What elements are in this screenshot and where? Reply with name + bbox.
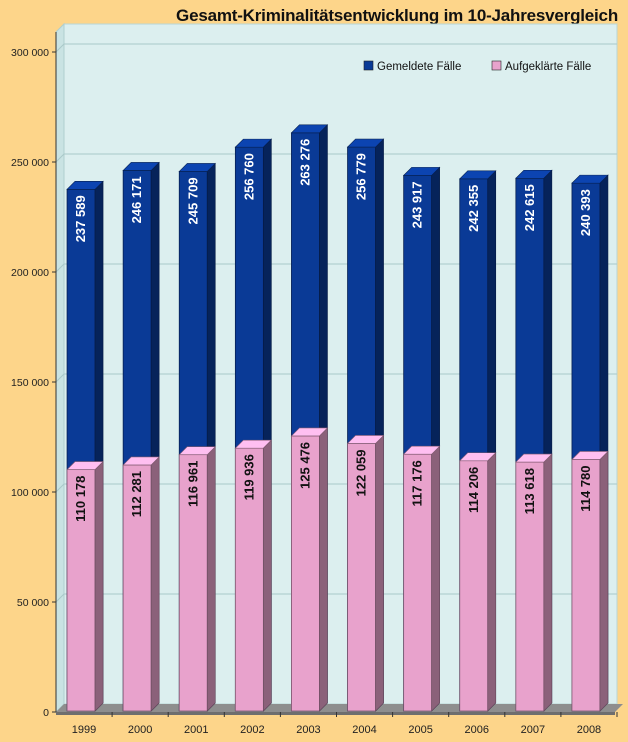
- bar-aufgeklaerte: [459, 452, 497, 712]
- bar-gemeldete-top: [346, 138, 385, 148]
- x-axis: 1999 2000 2001 2002 2003 2004 2005 2006 2007 2008: [72, 712, 618, 736]
- bar-aufgeklaerte-side: [431, 445, 440, 712]
- bar-aufgeklaerte-side: [319, 427, 328, 712]
- legend-swatch-aufgeklaerte: [491, 60, 502, 71]
- bar-aufgeklaerte-top: [290, 427, 329, 437]
- bar-gemeldete-top: [66, 181, 104, 190]
- y-tick-label: 0: [43, 707, 49, 719]
- data-label-gemeldete: 263 276: [297, 139, 312, 186]
- bar-aufgeklaerte-front: [515, 461, 545, 712]
- data-label-aufgeklaerte: 113 618: [522, 468, 537, 514]
- data-label-aufgeklaerte: 122 059: [354, 449, 369, 496]
- data-label-aufgeklaerte: 116 961: [185, 461, 200, 507]
- data-label-gemeldete: 245 709: [185, 177, 200, 224]
- x-tick-label: 2008: [577, 724, 601, 736]
- bar-gemeldete-top: [178, 163, 216, 172]
- data-label-aufgeklaerte: 110 178: [73, 476, 88, 522]
- plot-side-wall: [55, 22, 65, 714]
- x-tick-label: 2005: [408, 724, 432, 736]
- data-label-aufgeklaerte: 114 780: [578, 465, 593, 511]
- x-tick-label: 2003: [296, 724, 320, 736]
- data-label-gemeldete: 246 171: [129, 176, 144, 223]
- legend-label-aufgeklaerte: Aufgeklärte Fälle: [505, 61, 591, 73]
- gridline: [55, 43, 617, 53]
- x-tick-label: 1999: [72, 724, 96, 736]
- data-label-aufgeklaerte: 117 176: [410, 460, 425, 506]
- y-tick-label: 150 000: [11, 377, 49, 389]
- y-tick-label: 250 000: [11, 157, 49, 169]
- data-label-aufgeklaerte: 119 936: [241, 454, 256, 500]
- bar-aufgeklaerte: [346, 434, 385, 712]
- data-label-gemeldete: 240 393: [578, 189, 593, 236]
- data-label-aufgeklaerte: 125 476: [297, 442, 312, 489]
- y-tick-label: 100 000: [11, 487, 49, 499]
- data-label-aufgeklaerte: 112 281: [129, 471, 144, 517]
- bar-aufgeklaerte-front: [122, 464, 152, 712]
- legend: Gemeldete Fälle Aufgeklärte Fälle: [363, 60, 591, 73]
- legend-label-gemeldete: Gemeldete Fälle: [377, 61, 461, 73]
- bars: 237 589 110 178 246 171 112 281 245 709 116 9…: [66, 124, 609, 712]
- bar-aufgeklaerte: [178, 445, 216, 712]
- bar-aufgeklaerte-side: [487, 452, 497, 712]
- bar-aufgeklaerte-top: [515, 453, 553, 463]
- x-tick-label: 2004: [352, 724, 376, 736]
- x-tick-label: 2006: [465, 724, 489, 736]
- bar-aufgeklaerte-side: [150, 456, 160, 712]
- data-label-aufgeklaerte: 114 206: [466, 467, 481, 513]
- data-label-gemeldete: 242 355: [466, 185, 481, 232]
- data-label-gemeldete: 237 589: [73, 195, 88, 242]
- y-tick-label: 50 000: [17, 597, 49, 609]
- bar-aufgeklaerte-side: [375, 434, 384, 712]
- bar-gemeldete-top: [459, 170, 497, 180]
- bar-aufgeklaerte-front: [459, 460, 489, 712]
- bar-gemeldete-top: [234, 138, 273, 148]
- x-tick-label: 2001: [184, 724, 208, 736]
- x-tick-label: 2002: [240, 724, 264, 736]
- x-tick-label: 2007: [521, 724, 545, 736]
- x-tick-label: 2000: [128, 724, 152, 736]
- bar-aufgeklaerte: [66, 460, 104, 712]
- bar-aufgeklaerte-front: [234, 447, 264, 712]
- bar-aufgeklaerte-front: [66, 469, 96, 712]
- data-label-gemeldete: 243 917: [410, 181, 425, 228]
- gridline: [55, 153, 617, 163]
- y-axis: 0 50 000 100 000 150 000 200 000 250 000 300 0…: [11, 32, 57, 719]
- data-label-gemeldete: 242 615: [522, 184, 537, 231]
- bar-aufgeklaerte-top: [234, 439, 273, 449]
- data-label-gemeldete: 256 779: [354, 153, 369, 200]
- bar-aufgeklaerte-top: [346, 435, 385, 444]
- bar-aufgeklaerte-top: [571, 451, 609, 460]
- bar-aufgeklaerte-top: [459, 452, 497, 462]
- bar-gemeldete-top: [515, 169, 553, 179]
- bar-aufgeklaerte-side: [206, 445, 216, 712]
- bar-aufgeklaerte: [515, 453, 553, 712]
- bar-aufgeklaerte-top: [122, 456, 160, 466]
- bar-aufgeklaerte: [290, 427, 329, 712]
- bar-aufgeklaerte: [571, 450, 609, 712]
- bar-gemeldete-top: [402, 167, 441, 176]
- data-label-gemeldete: 256 760: [241, 153, 256, 200]
- bar-gemeldete-top: [290, 124, 329, 134]
- bar-aufgeklaerte: [122, 456, 160, 712]
- bar-aufgeklaerte-top: [66, 461, 104, 470]
- floor-front: [56, 712, 615, 715]
- bar-aufgeklaerte-side: [543, 453, 553, 712]
- bar-gemeldete-top: [122, 162, 160, 171]
- legend-swatch-gemeldete: [363, 60, 374, 71]
- bar-aufgeklaerte-top: [178, 446, 216, 455]
- chart-title: Gesamt-Kriminalitätsentwicklung im 10-Ja…: [176, 6, 618, 25]
- bar-aufgeklaerte-front: [571, 459, 601, 712]
- bar-aufgeklaerte-side: [599, 450, 609, 712]
- y-tick-label: 300 000: [11, 47, 49, 59]
- bar-aufgeklaerte-side: [94, 460, 104, 712]
- y-tick-label: 200 000: [11, 267, 49, 279]
- bar-aufgeklaerte-side: [263, 439, 272, 712]
- bar-gemeldete-top: [571, 174, 609, 184]
- bar-aufgeklaerte: [234, 439, 273, 712]
- bar-aufgeklaerte: [402, 445, 441, 712]
- bar-aufgeklaerte-top: [402, 445, 441, 455]
